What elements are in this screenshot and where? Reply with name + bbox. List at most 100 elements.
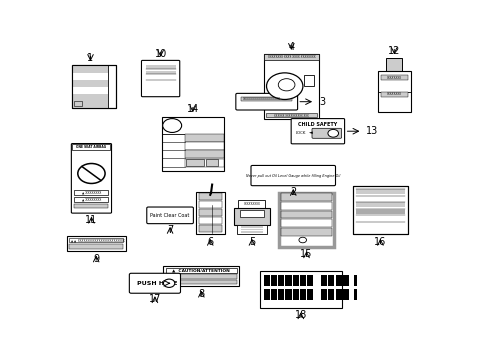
Bar [239,210,264,217]
Bar [72,66,116,108]
Bar [72,101,107,108]
Bar [264,54,318,120]
Text: 2: 2 [289,187,296,197]
Bar [237,225,266,234]
Text: 14: 14 [186,104,199,114]
Bar [264,54,318,60]
Text: 15: 15 [300,249,312,260]
Bar [145,82,175,85]
Bar [355,222,404,227]
Bar [280,219,332,227]
Bar [321,289,326,300]
Bar [278,275,284,286]
Bar [72,80,107,87]
Bar [241,97,292,101]
Bar [306,289,312,300]
Bar [280,193,332,201]
Bar [72,66,116,108]
Bar [355,209,404,214]
Text: XXXXXX XXXXXXXXXX XXX: XXXXXX XXXXXXXXXX XXX [273,113,308,118]
Bar [74,102,82,107]
Text: 3: 3 [318,97,325,107]
Bar [270,289,277,300]
Bar [184,142,224,150]
Circle shape [78,163,105,184]
Bar [161,117,224,171]
Bar [380,75,407,80]
Circle shape [278,79,294,91]
Bar [355,189,404,194]
Bar [385,58,401,71]
Bar [327,289,334,300]
Circle shape [163,118,181,132]
Bar [270,275,277,286]
Text: 6: 6 [207,237,213,247]
Bar [145,71,175,74]
Bar [184,134,224,141]
Bar [195,192,224,234]
Bar [240,229,263,230]
Bar [260,270,341,308]
Bar [342,275,348,286]
Bar [264,289,269,300]
Text: XXXXXXXX: XXXXXXXX [386,92,401,96]
FancyBboxPatch shape [290,118,344,144]
Bar [184,159,224,167]
FancyBboxPatch shape [129,273,180,293]
Bar [280,202,332,210]
Bar [165,268,237,273]
Bar [165,274,237,279]
Text: XXXXXXXX: XXXXXXXX [386,76,401,80]
Text: 10: 10 [154,49,166,59]
Text: PUSH HERE: PUSH HERE [137,281,177,286]
Text: XXXXXXXXX: XXXXXXXXX [243,202,260,206]
FancyBboxPatch shape [250,166,335,186]
Text: ▲ ▲  XXXXXXXXXXXXXXXXXXXXXXXXX: ▲ ▲ XXXXXXXXXXXXXXXXXXXXXXXXX [71,238,125,242]
Text: ◄: ◄ [308,130,312,135]
Circle shape [298,237,306,243]
Bar [285,275,291,286]
Text: 11: 11 [85,215,98,225]
Text: 18: 18 [294,310,306,320]
Text: 16: 16 [373,237,386,247]
Text: XXXXXXXXXXXXXXXXXXX: XXXXXXXXXXXXXXXXXXX [243,97,281,101]
Circle shape [266,73,302,99]
Bar [165,280,237,284]
Bar [198,217,222,224]
FancyBboxPatch shape [311,128,341,138]
Bar [145,66,175,69]
Bar [342,289,348,300]
Text: ▲  CAUTION/ATTENTION: ▲ CAUTION/ATTENTION [172,269,230,273]
Bar [72,72,107,80]
Bar [352,186,407,234]
Bar [355,196,404,201]
Bar [67,236,125,251]
Bar [279,193,333,247]
Text: 9: 9 [93,253,99,264]
Text: 17: 17 [148,294,161,304]
Bar [327,275,334,286]
Text: ONE SEAT AIRBAG: ONE SEAT AIRBAG [76,145,106,149]
Bar [352,186,407,234]
Bar [69,244,123,249]
Text: ▲ XXXXXXXX: ▲ XXXXXXXX [81,198,101,202]
Bar [72,87,107,94]
Bar [186,159,204,166]
Bar [265,113,316,117]
Bar [163,266,239,286]
Bar [74,190,108,195]
Bar [292,289,298,300]
Bar [198,201,222,208]
Bar [233,208,269,225]
Bar [72,66,107,72]
Bar [353,289,357,300]
Bar [285,289,291,300]
Bar [145,76,175,80]
Text: ▲ XXXXXXXX: ▲ XXXXXXXX [81,190,101,195]
Bar [280,211,332,219]
Bar [264,275,269,286]
Bar [355,202,404,207]
Text: LOCK: LOCK [295,131,305,135]
Text: 13: 13 [366,126,378,136]
Text: 12: 12 [387,46,400,56]
